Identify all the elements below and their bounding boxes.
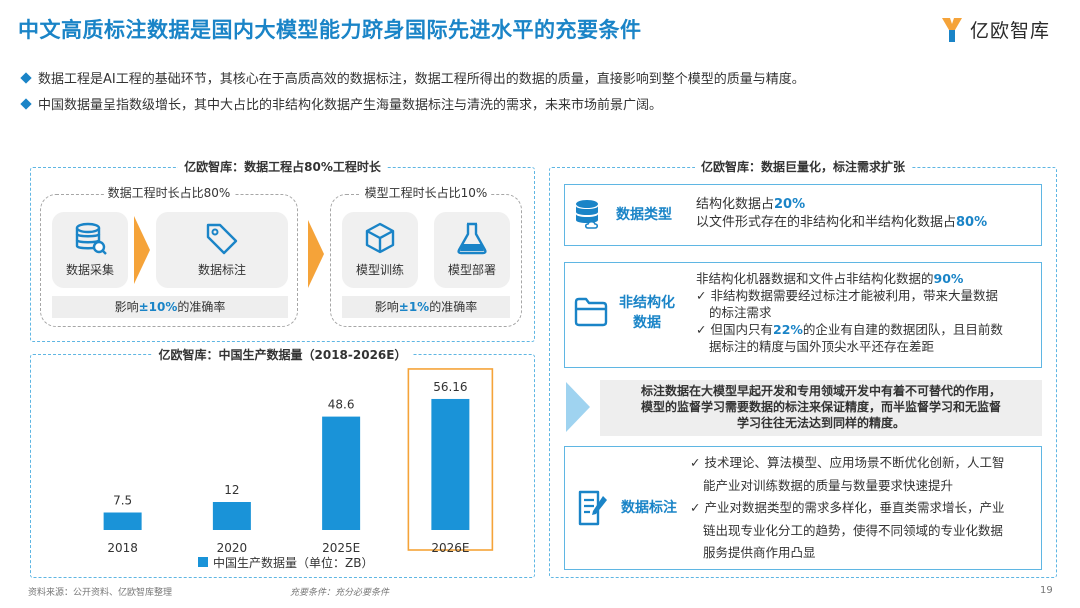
model-engineering-label: 模型工程时长占比10% xyxy=(330,184,522,201)
card-data-annotation: 数据标注 xyxy=(156,212,288,288)
group-flow-arrow-icon xyxy=(308,220,324,288)
bar-value-label: 48.6 xyxy=(328,398,355,412)
category-label: 2025E xyxy=(322,541,360,555)
logo-icon xyxy=(942,18,962,42)
footer-source: 资料来源：公开资料、亿欧智库整理 xyxy=(28,588,173,598)
engineering-panel-title: 亿欧智库：数据工程占80%工程时长 xyxy=(30,158,535,175)
data-type-text: 结构化数据占20% 以文件形式存在的非结构化和半结构化数据占80% xyxy=(696,197,988,230)
demand-panel-title: 亿欧智库：数据巨量化，标注需求扩张 xyxy=(549,158,1057,175)
page-number: 19 xyxy=(1040,585,1053,596)
bar-value-label: 12 xyxy=(224,483,239,497)
chart-title: 亿欧智库：中国生产数据量（2018-2026E） xyxy=(30,346,535,363)
bar-2026E xyxy=(431,398,470,530)
card-label: 数据标注 xyxy=(197,263,246,277)
bar-2018 xyxy=(103,512,142,530)
highlight-frame xyxy=(407,368,494,551)
category-label: 2018 xyxy=(107,541,138,555)
card-model-deployment: 模型部署 xyxy=(434,212,510,288)
bar-2025E xyxy=(322,416,361,530)
legend-swatch xyxy=(198,557,208,567)
database-search-icon xyxy=(75,222,107,255)
legend-label: 中国生产数据量（单位：ZB） xyxy=(213,555,373,570)
callout-text: 标注数据在大模型早起开发和专用领域开发中有着不可替代的作用， 模型的监督学习需要… xyxy=(640,384,1001,430)
logo-text: 亿欧智库 xyxy=(970,19,1051,42)
impact-data-engineering: 影响±10%的准确率 xyxy=(52,296,288,318)
data-annotation-box xyxy=(564,446,1042,570)
bullet-diamond-icon xyxy=(20,97,32,110)
callout-chevron-icon xyxy=(566,382,590,432)
impact-model-engineering: 影响±1%的准确率 xyxy=(342,296,510,318)
flask-icon xyxy=(457,222,487,255)
bullet-diamond-icon xyxy=(20,71,32,84)
unstructured-data-label: 非结构化 数据 xyxy=(619,295,675,331)
cube-icon xyxy=(365,222,395,254)
data-type-label: 数据类型 xyxy=(616,207,672,223)
database-cloud-icon xyxy=(576,200,599,229)
category-label: 2026E xyxy=(431,541,469,555)
card-label: 数据采集 xyxy=(65,263,114,277)
tag-icon xyxy=(206,223,238,255)
bar-value-label: 56.16 xyxy=(433,380,467,394)
flow-arrow-icon xyxy=(134,216,150,284)
bullet-text: 数据工程是AI工程的基础环节，其核心在于高质高效的数据标注，数据工程所得出的数据… xyxy=(38,72,805,87)
card-label: 模型部署 xyxy=(447,263,496,277)
card-model-training: 模型训练 xyxy=(342,212,418,288)
document-edit-icon xyxy=(578,490,607,526)
unstructured-data-box xyxy=(564,262,1042,368)
data-type-box xyxy=(564,184,1042,246)
page-title: 中文高质标注数据是国内大模型能力跻身国际先进水平的充要条件 xyxy=(18,18,642,42)
data-annotation-text: ✓ 技术理论、算法模型、应用场景不断优化创新，人工智 能产业对训练数据的质量与数量… xyxy=(690,455,1005,560)
footer-note: 充要条件：充分必要条件 xyxy=(290,588,390,598)
bullet-text: 中国数据量呈指数级增长，其中大占比的非结构化数据产生海量数据标注与清洗的需求，未… xyxy=(38,98,663,113)
data-annotation-label: 数据标注 xyxy=(621,500,677,516)
card-data-collection: 数据采集 xyxy=(52,212,128,288)
production-data-chart: 7.5 2018 12 2020 48.6 2025E 56.16 2026E 中国生产数据量（… xyxy=(103,368,494,570)
card-label: 模型训练 xyxy=(355,263,404,277)
category-label: 2020 xyxy=(217,541,248,555)
callout-box xyxy=(600,380,1042,436)
bar-value-label: 7.5 xyxy=(113,494,132,508)
bullet-1: 数据工程是AI工程的基础环节，其核心在于高质高效的数据标注，数据工程所得出的数据… xyxy=(20,68,805,87)
bar-2020 xyxy=(212,502,251,530)
data-engineering-label: 数据工程时长占比80% xyxy=(40,184,298,201)
unstructured-data-text: 非结构化机器数据和文件占非结构化数据的90% ✓ 非结构数据需要经过标注才能被利用… xyxy=(696,271,1003,354)
folder-icon xyxy=(574,297,608,327)
bullet-2: 中国数据量呈指数级增长，其中大占比的非结构化数据产生海量数据标注与清洗的需求，未… xyxy=(20,94,663,113)
brand-logo: 亿欧智库 xyxy=(940,14,1050,44)
